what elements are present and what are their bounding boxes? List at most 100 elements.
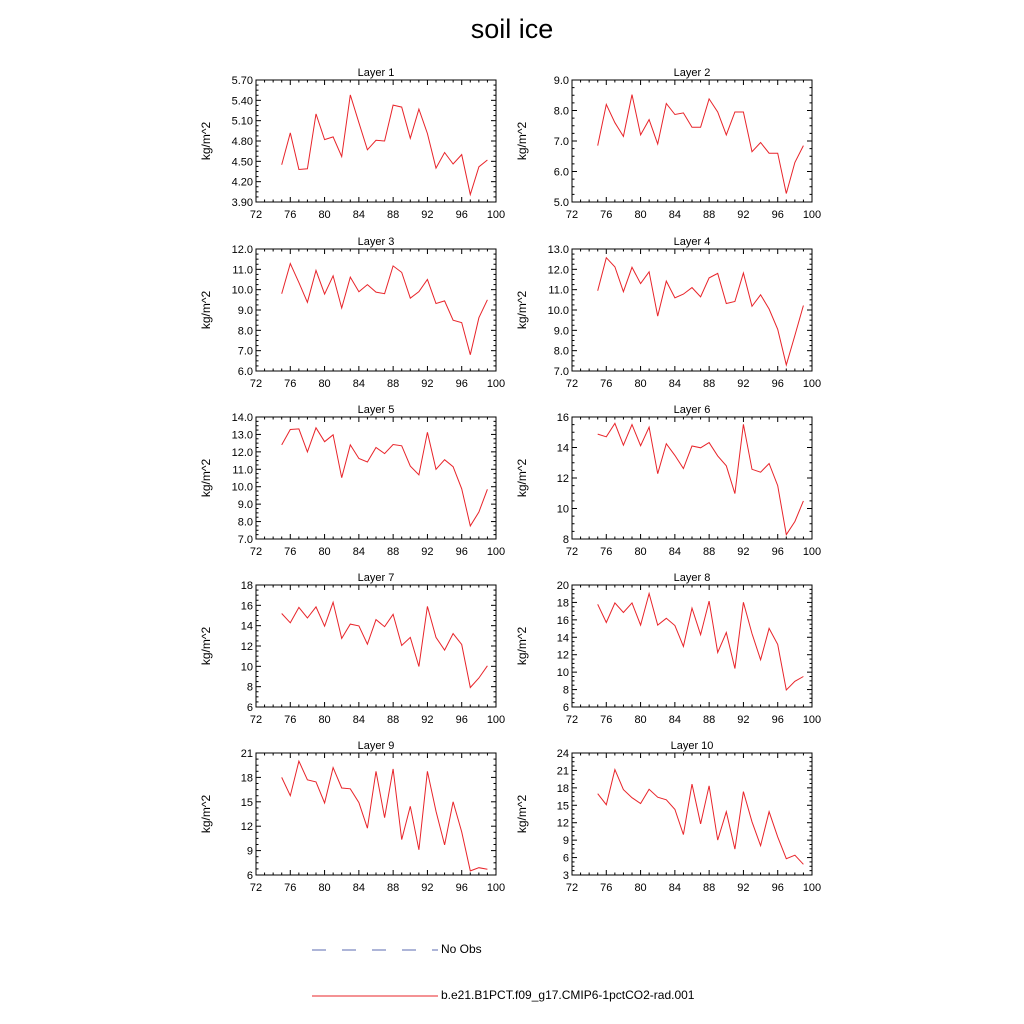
series-line (597, 768, 804, 865)
x-tick-label: 92 (421, 546, 433, 558)
y-axis-label: kg/m^2 (199, 459, 213, 498)
series-line (597, 256, 804, 367)
y-tick-label: 8 (563, 685, 569, 697)
y-axis-label: kg/m^2 (515, 627, 529, 666)
y-tick-label: 7.0 (238, 346, 253, 358)
x-tick-label: 76 (284, 378, 296, 390)
x-tick-label: 84 (669, 714, 681, 726)
panel-9: Layer 9 72 76 80 84 88 92 96 100 6 9 12 15 18 21 kg/m^2 (199, 740, 505, 894)
x-tick-label: 72 (566, 378, 578, 390)
y-tick-label: 5.10 (232, 116, 253, 128)
x-tick-label: 88 (703, 546, 715, 558)
y-tick-label: 21 (557, 765, 569, 777)
y-tick-label: 6 (563, 853, 569, 865)
y-tick-label: 11.0 (232, 264, 253, 276)
y-tick-label: 10 (557, 667, 569, 679)
x-tick-label: 80 (634, 714, 646, 726)
x-tick-label: 100 (487, 714, 505, 726)
y-tick-label: 18 (241, 580, 253, 592)
x-tick-label: 72 (250, 546, 262, 558)
y-tick-label: 20 (557, 580, 569, 592)
y-tick-label: 15 (241, 797, 253, 809)
x-tick-label: 84 (353, 546, 365, 558)
x-tick-label: 84 (353, 882, 365, 894)
x-tick-label: 80 (634, 378, 646, 390)
y-tick-label: 10.0 (232, 285, 253, 297)
x-tick-label: 88 (703, 882, 715, 894)
y-tick-label: 9.0 (554, 325, 569, 337)
x-tick-label: 92 (737, 209, 749, 221)
y-tick-label: 5.70 (232, 75, 253, 87)
y-tick-label: 9 (247, 846, 253, 858)
x-tick-label: 92 (421, 882, 433, 894)
x-tick-label: 100 (487, 378, 505, 390)
x-tick-label: 88 (387, 882, 399, 894)
x-tick-label: 80 (318, 882, 330, 894)
x-tick-label: 72 (566, 882, 578, 894)
x-tick-label: 80 (634, 546, 646, 558)
y-axis-label: kg/m^2 (515, 291, 529, 330)
series-line (281, 600, 488, 689)
x-tick-label: 96 (456, 714, 468, 726)
x-tick-label: 96 (456, 882, 468, 894)
x-tick-label: 96 (456, 378, 468, 390)
x-tick-label: 84 (669, 378, 681, 390)
panel-title: Layer 6 (674, 404, 711, 416)
legend (312, 949, 438, 997)
panel-2: Layer 2 72 76 80 84 88 92 96 100 5.0 6.0 7.0 8.0 9.0 k… (515, 67, 821, 221)
y-tick-label: 8.0 (238, 325, 253, 337)
y-tick-label: 12 (557, 818, 569, 830)
y-axis-label: kg/m^2 (515, 795, 529, 834)
y-tick-label: 7.0 (554, 136, 569, 148)
x-tick-label: 88 (387, 714, 399, 726)
x-tick-label: 100 (803, 378, 821, 390)
x-tick-label: 100 (487, 546, 505, 558)
y-tick-label: 12 (557, 473, 569, 485)
y-tick-label: 9.0 (238, 305, 253, 317)
y-tick-label: 9.0 (554, 75, 569, 87)
y-tick-label: 10 (241, 661, 253, 673)
y-tick-label: 9 (563, 835, 569, 847)
y-tick-label: 15 (557, 800, 569, 812)
y-tick-label: 14 (241, 621, 253, 633)
y-tick-label: 10.0 (232, 482, 253, 494)
x-tick-label: 88 (703, 378, 715, 390)
x-tick-label: 76 (284, 714, 296, 726)
y-tick-label: 4.50 (232, 156, 253, 168)
x-tick-label: 96 (456, 546, 468, 558)
x-tick-label: 72 (250, 378, 262, 390)
y-axis-label: kg/m^2 (199, 627, 213, 666)
x-tick-label: 72 (250, 882, 262, 894)
x-tick-label: 72 (566, 714, 578, 726)
y-tick-label: 8.0 (554, 106, 569, 118)
y-tick-label: 3.90 (232, 197, 253, 209)
y-tick-label: 14 (557, 443, 569, 455)
x-tick-label: 80 (318, 378, 330, 390)
x-tick-label: 96 (772, 546, 784, 558)
y-tick-label: 6.0 (238, 366, 253, 378)
x-tick-label: 80 (318, 714, 330, 726)
x-tick-label: 80 (318, 546, 330, 558)
y-tick-label: 12.0 (548, 264, 569, 276)
x-tick-label: 80 (634, 882, 646, 894)
series-line (597, 422, 804, 537)
x-tick-label: 96 (772, 209, 784, 221)
x-tick-label: 92 (737, 882, 749, 894)
plot-frame (571, 248, 813, 372)
y-tick-label: 4.80 (232, 136, 253, 148)
x-tick-label: 88 (703, 714, 715, 726)
y-tick-label: 13.0 (232, 429, 253, 441)
panel-5: Layer 5 72 76 80 84 88 92 96 100 7.0 8.0 9.0 10.0 11.… (199, 404, 505, 558)
x-tick-label: 96 (772, 882, 784, 894)
y-tick-label: 13.0 (548, 244, 569, 256)
y-tick-label: 12 (241, 641, 253, 653)
x-tick-label: 76 (600, 546, 612, 558)
y-tick-label: 14 (557, 632, 569, 644)
series-line (281, 759, 488, 872)
y-tick-label: 12.0 (232, 447, 253, 459)
y-axis-label: kg/m^2 (199, 291, 213, 330)
panel-10: Layer 10 72 76 80 84 88 92 96 100 3 6 9 12 15 18 21 24 kg… (515, 740, 821, 894)
x-tick-label: 92 (421, 714, 433, 726)
y-tick-label: 12.0 (232, 244, 253, 256)
x-tick-label: 100 (803, 882, 821, 894)
